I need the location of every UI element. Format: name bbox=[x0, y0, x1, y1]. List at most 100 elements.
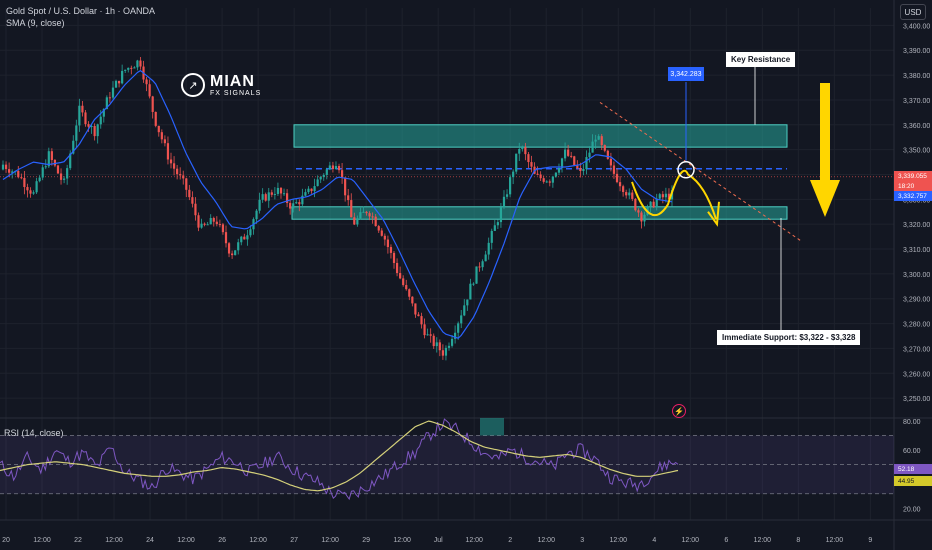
candle-body bbox=[603, 145, 606, 151]
candle-body bbox=[69, 153, 72, 169]
price-tick-label: 3,350.00 bbox=[903, 148, 930, 155]
price-tick-label: 3,320.00 bbox=[903, 222, 930, 229]
candle-body bbox=[469, 283, 472, 300]
candle-body bbox=[215, 221, 218, 225]
candle-body bbox=[114, 80, 118, 88]
candle-body bbox=[606, 150, 609, 159]
rsi-line bbox=[0, 418, 679, 501]
candle-body bbox=[518, 149, 521, 154]
candle-body bbox=[356, 218, 359, 225]
candle-body bbox=[209, 218, 212, 225]
candle-body bbox=[542, 178, 545, 182]
level-price-tag[interactable]: 3,342.283 bbox=[668, 67, 704, 81]
time-tick-label: 4 bbox=[652, 537, 656, 544]
candle-body bbox=[487, 242, 490, 255]
candle-body bbox=[618, 182, 622, 187]
candle-body bbox=[240, 236, 243, 243]
candle-body bbox=[99, 116, 102, 125]
candle-body bbox=[182, 175, 185, 179]
candle-body bbox=[377, 226, 380, 231]
candle-body bbox=[313, 186, 316, 192]
candle-body bbox=[29, 190, 32, 194]
lightning-icon[interactable]: ⚡ bbox=[672, 404, 686, 418]
candle-body bbox=[386, 239, 390, 248]
candle-body bbox=[560, 158, 564, 169]
candle-body bbox=[328, 165, 331, 170]
candle-body bbox=[200, 223, 203, 228]
price-tick-label: 3,380.00 bbox=[903, 73, 930, 80]
candle-body bbox=[405, 285, 408, 290]
candle-body bbox=[622, 186, 625, 193]
down-arrow-shaft bbox=[820, 83, 830, 183]
candle-body bbox=[1, 164, 5, 170]
candle-body bbox=[563, 149, 567, 159]
rsi-indicator-label[interactable]: RSI (14, close) bbox=[4, 428, 64, 438]
candle-body bbox=[545, 181, 548, 183]
candle-body bbox=[276, 187, 280, 194]
candle-body bbox=[255, 210, 258, 220]
candle-body bbox=[298, 202, 301, 205]
candle-body bbox=[38, 177, 41, 182]
candle-body bbox=[594, 139, 597, 142]
currency-button[interactable]: USD bbox=[900, 4, 926, 20]
candle-body bbox=[87, 124, 90, 127]
candle-body bbox=[402, 278, 405, 286]
sma-value-badge: 3,332.757 bbox=[894, 191, 932, 201]
candle-body bbox=[75, 125, 78, 141]
candle-body bbox=[285, 193, 289, 203]
candle-body bbox=[493, 225, 496, 231]
candle-body bbox=[261, 194, 264, 200]
candle-body bbox=[502, 196, 506, 208]
symbol-title[interactable]: Gold Spot / U.S. Dollar · 1h · OANDA bbox=[6, 6, 156, 16]
time-tick-label: 2 bbox=[508, 537, 512, 544]
candle-body bbox=[62, 178, 66, 180]
candle-body bbox=[395, 262, 399, 274]
candle-body bbox=[41, 167, 44, 178]
candle-body bbox=[450, 338, 454, 346]
candle-body bbox=[499, 207, 503, 223]
candle-body bbox=[20, 177, 23, 179]
candle-body bbox=[573, 156, 576, 166]
key-resistance-label[interactable]: Key Resistance bbox=[726, 52, 796, 67]
candle-body bbox=[270, 192, 273, 195]
candle-body bbox=[447, 345, 451, 348]
candle-body bbox=[347, 195, 350, 201]
candle-body bbox=[117, 80, 121, 84]
rsi-tick-label: 80.00 bbox=[903, 419, 921, 426]
candle-body bbox=[172, 163, 176, 169]
candle-body bbox=[664, 193, 667, 198]
candle-body bbox=[102, 109, 105, 117]
candle-body bbox=[435, 342, 438, 347]
candle-body bbox=[292, 203, 295, 209]
candle-body bbox=[524, 147, 527, 155]
logo-subtitle: FX SIGNALS bbox=[210, 89, 262, 97]
candle-body bbox=[463, 305, 466, 316]
candle-body bbox=[521, 147, 524, 150]
candle-body bbox=[4, 164, 8, 170]
price-tick-label: 3,360.00 bbox=[903, 123, 930, 130]
immediate-support-label[interactable]: Immediate Support: $3,322 - $3,328 bbox=[717, 330, 861, 345]
candle-body bbox=[139, 60, 142, 67]
candle-body bbox=[17, 170, 20, 178]
sma-indicator-label[interactable]: SMA (9, close) bbox=[6, 18, 65, 28]
time-tick-label: 8 bbox=[796, 537, 800, 544]
candle-body bbox=[460, 315, 463, 324]
candle-body bbox=[53, 159, 57, 166]
sma-line bbox=[2, 69, 673, 339]
time-tick-label: 12:00 bbox=[465, 537, 483, 544]
candle-body bbox=[609, 158, 613, 166]
candle-body bbox=[557, 168, 561, 173]
candle-body bbox=[108, 97, 112, 99]
candle-body bbox=[530, 162, 533, 167]
candle-body bbox=[454, 332, 457, 339]
candle-body bbox=[227, 243, 231, 254]
candle-body bbox=[548, 181, 551, 183]
candle-body bbox=[243, 236, 246, 240]
rsi-tick-label: 20.00 bbox=[903, 506, 921, 513]
time-tick-label: 9 bbox=[868, 537, 872, 544]
time-tick-label: 12:00 bbox=[682, 537, 700, 544]
candle-body bbox=[249, 229, 252, 236]
candle-body bbox=[145, 79, 148, 85]
candle-body bbox=[414, 303, 417, 315]
